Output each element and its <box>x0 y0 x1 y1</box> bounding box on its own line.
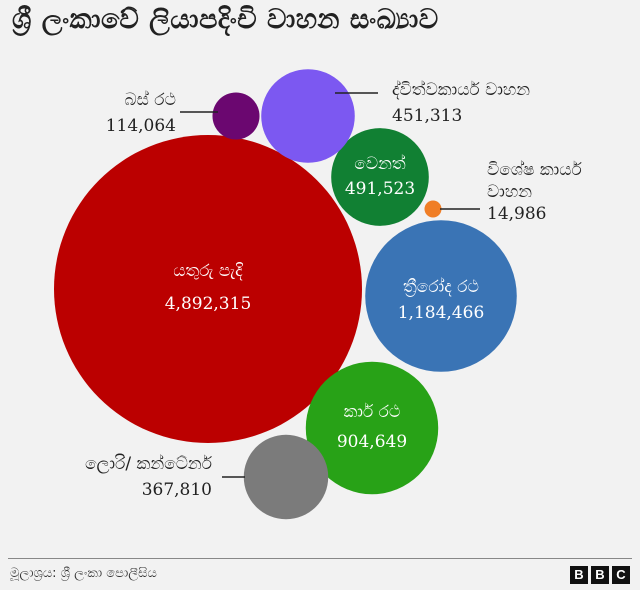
footer-divider <box>8 558 632 559</box>
bubble-group: ත්‍රීරෝද රථ 1,184,466 <box>365 220 517 372</box>
bubble-group: බස් රථ 114,064 <box>106 90 260 140</box>
bubble-group: යතුරු පැදි 4,892,315 <box>54 135 362 443</box>
bubble <box>365 220 517 372</box>
bubble-group: කාර් රථ 904,649 <box>305 361 439 495</box>
source-note: මූලාශ්‍රය: ශ්‍රී ලංකා පොලීසිය <box>10 566 157 581</box>
bubble-value-label: 14,986 <box>487 204 546 224</box>
bubble-category-label: කාර් රථ <box>344 402 401 422</box>
bubble <box>424 200 442 218</box>
bubble-category-label: වෙනත් <box>354 154 406 174</box>
chart-title: ශ්‍රී ලංකාවේ ලියාපදිංචි වාහන සංඛ්‍යාව <box>12 4 439 35</box>
bubble-group: වෙනත් 491,523 <box>331 128 429 226</box>
bubble-value-label: 114,064 <box>106 116 176 136</box>
bubble-value-label: 1,184,466 <box>398 303 485 323</box>
bubble-category-label: විශේෂ කාර්ය <box>487 160 582 180</box>
bubble-category-label: ද්විත්වකාර්ය වාහන <box>392 80 530 100</box>
bbc-logo-letter-2: B <box>591 566 609 584</box>
bubble-group: ද්විත්වකාර්ය වාහන 451,313 <box>261 69 530 163</box>
bubble-category-label: යතුරු පැදි <box>173 261 243 281</box>
bubble-group: ලොරි/ කන්ටේනර් 367,810 <box>85 434 329 520</box>
bbc-logo-letter-1: B <box>570 566 588 584</box>
bubble <box>212 92 260 140</box>
bubble <box>261 69 355 163</box>
bubble-value-label: 367,810 <box>142 480 212 500</box>
bubble <box>54 135 362 443</box>
bubble-category-label: ත්‍රීරෝද රථ <box>403 277 479 297</box>
bubble-category-label: බස් රථ <box>124 90 176 110</box>
bubble <box>331 128 429 226</box>
bubble-value-label: 491,523 <box>345 179 415 199</box>
bbc-logo-letter-3: C <box>612 566 630 584</box>
bubble-category-label: වාහන <box>487 182 532 202</box>
bubble-value-label: 451,313 <box>392 106 462 126</box>
bubble <box>305 361 439 495</box>
bubble-category-label: ලොරි/ කන්ටේනර් <box>85 454 213 474</box>
bubble-value-label: 904,649 <box>337 432 407 452</box>
bbc-logo: B B C <box>570 566 630 584</box>
bubble-value-label: 4,892,315 <box>165 294 252 314</box>
bubble <box>243 434 329 520</box>
